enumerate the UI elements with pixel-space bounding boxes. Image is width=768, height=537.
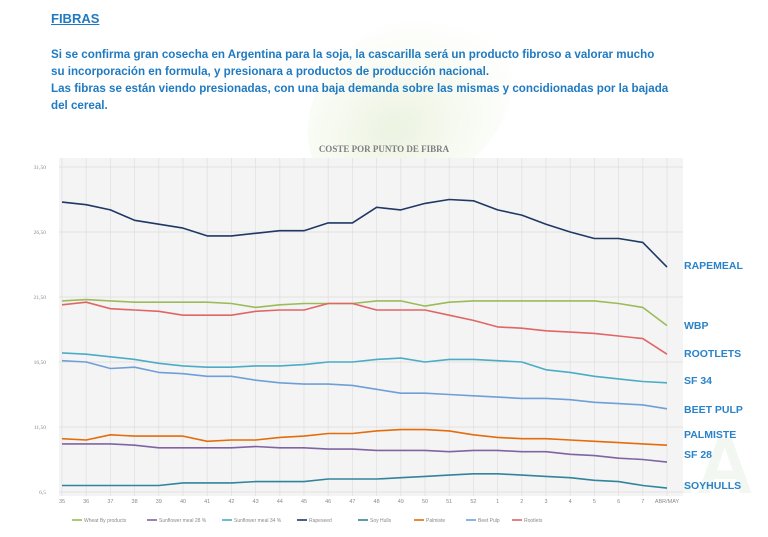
x-tick-label: 5: [593, 499, 596, 505]
x-tick-label: 49: [398, 499, 404, 505]
series-end-label-rapemeal: RAPEMEAL: [684, 260, 743, 272]
legend-item: Wheat By products: [72, 518, 127, 524]
x-tick-label: ABR/MAY: [655, 499, 680, 505]
y-tick-label: 31,50: [34, 165, 47, 171]
series-line-sunflower-meal-34: [61, 352, 668, 384]
y-tick-label: 11,50: [34, 425, 46, 431]
legend-label: Sunflower meal 34 %: [234, 518, 282, 524]
chart-title: COSTE POR PUNTO DE FIBRA: [318, 144, 450, 154]
x-axis-ticks: 35 36 37 38 39 40 41 42 43 44 45 46 47 48 49 50 51 52 1 2 3 4…: [59, 499, 680, 505]
legend-label: Rapeseed: [309, 518, 332, 524]
legend-label: Rootlets: [524, 518, 543, 524]
x-tick-label: 52: [470, 499, 476, 505]
x-tick-label: 1: [496, 499, 499, 505]
y-axis-ticks: 6,5 11,50 16,50 21,50 26,50 31,50: [34, 165, 47, 496]
x-tick-label: 40: [180, 499, 186, 505]
y-tick-label: 16,50: [34, 360, 47, 366]
x-tick-label: 6: [617, 499, 620, 505]
series-end-label-sf-34: SF 34: [684, 375, 713, 387]
description-text: Si se confirma gran cosecha en Argentina…: [51, 46, 671, 114]
legend-item: Sunflower meal 34 %: [222, 518, 282, 524]
legend-item: Rootlets: [512, 518, 543, 524]
legend-item: Palmiste: [414, 518, 445, 524]
series-line-soy-hulls: [62, 472, 668, 489]
legend-label: Wheat By products: [84, 518, 127, 524]
x-tick-label: 51: [446, 499, 452, 505]
series-line-beet-pulp: [61, 359, 668, 410]
series-end-label-palmiste: PALMISTE: [684, 429, 737, 441]
series-line-sunflower-meal-28: [62, 443, 668, 463]
series-end-label-beet-pulp: BEET PULP: [684, 404, 743, 416]
x-tick-label: 3: [544, 499, 547, 505]
series-line-rapeseed: [61, 198, 668, 268]
legend-label: Soy Hulls: [370, 518, 392, 524]
x-tick-label: 43: [253, 499, 259, 505]
x-tick-label: 35: [59, 499, 65, 505]
paragraph-2: Las fibras se están viendo presionadas, …: [51, 82, 669, 112]
series-end-label-rootlets: ROOTLETS: [684, 348, 742, 360]
x-tick-label: 7: [641, 499, 644, 505]
y-tick-label: 6,5: [39, 490, 46, 496]
plot-area: [59, 158, 683, 496]
legend: Wheat By products Sunflower meal 28 % Sunf…: [72, 518, 543, 524]
series-end-label-wbp: WBP: [684, 320, 709, 332]
x-tick-label: 39: [156, 499, 162, 505]
y-tick-label: 21,50: [34, 295, 47, 301]
legend-item: Sunflower meal 28 %: [147, 518, 207, 524]
x-tick-label: 50: [422, 499, 428, 505]
legend-label: Sunflower meal 28 %: [159, 518, 207, 524]
x-tick-label: 44: [277, 499, 283, 505]
x-tick-label: 2: [520, 499, 523, 505]
legend-item: Rapeseed: [297, 518, 332, 524]
legend-label: Beet Pulp: [478, 518, 500, 524]
y-tick-label: 26,50: [34, 230, 47, 236]
x-tick-label: 38: [132, 499, 138, 505]
series-line-rootlets: [61, 301, 668, 355]
x-tick-label: 37: [107, 499, 113, 505]
paragraph-1: Si se confirma gran cosecha en Argentina…: [51, 48, 655, 78]
x-tick-label: 4: [569, 499, 572, 505]
series-end-label-sf-28: SF 28: [684, 449, 713, 461]
x-tick-label: 41: [204, 499, 210, 505]
x-tick-label: 48: [374, 499, 380, 505]
legend-item: Soy Hulls: [358, 518, 392, 524]
x-tick-label: 46: [325, 499, 331, 505]
x-tick-label: 42: [228, 499, 234, 505]
series-end-label-soyhulls: SOYHULLS: [684, 480, 742, 492]
section-heading: FIBRAS: [51, 11, 100, 26]
legend-item: Beet Pulp: [466, 518, 500, 524]
legend-label: Palmiste: [426, 518, 445, 524]
series-line-palmiste: [61, 428, 668, 446]
series-line-wheat-by-products: [61, 298, 668, 327]
series-lines: [61, 198, 668, 489]
x-tick-label: 45: [301, 499, 307, 505]
x-tick-label: 47: [349, 499, 355, 505]
x-tick-label: 36: [83, 499, 89, 505]
